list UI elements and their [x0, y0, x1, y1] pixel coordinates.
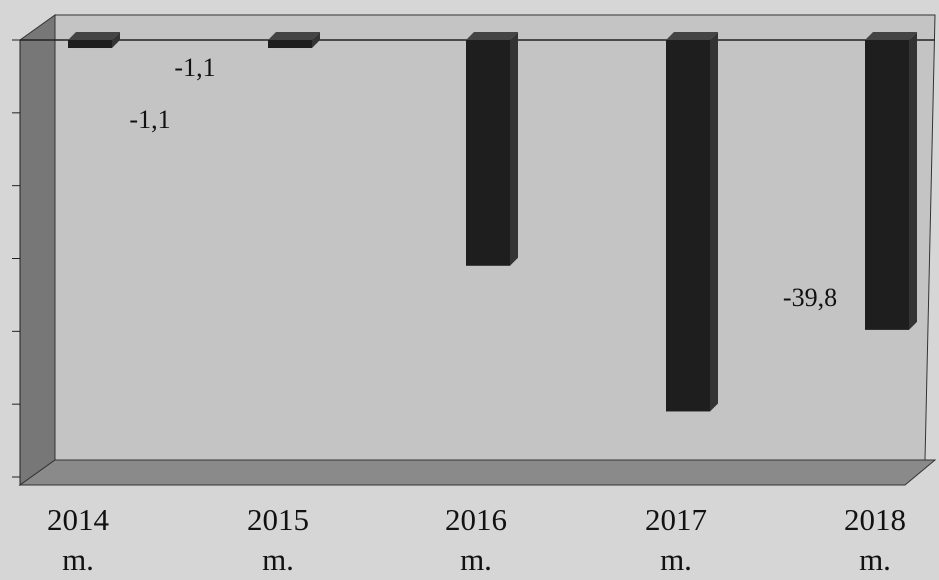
bar-top [865, 32, 917, 40]
bar-side [312, 32, 320, 49]
bar [268, 40, 312, 49]
value-label: -1,1 [174, 53, 215, 82]
bar [865, 40, 909, 330]
value-label: -39,8 [783, 283, 837, 312]
side-wall [19, 14, 56, 486]
bar [466, 40, 510, 266]
bar-top [268, 32, 320, 40]
bar-side [510, 32, 518, 266]
bar [666, 40, 710, 412]
x-tick-label: 2018 m. [844, 502, 906, 577]
bar-side [909, 32, 917, 330]
x-tick-label: 2015 m. [247, 502, 309, 577]
bar-side [112, 32, 120, 49]
bar-top [466, 32, 518, 40]
bar [68, 40, 112, 49]
x-tick-label: 2017 m. [645, 502, 707, 577]
value-label: -1,1 [129, 105, 170, 134]
bar-top [666, 32, 718, 40]
x-tick-label: 2014 m. [47, 502, 109, 577]
x-tick-label: 2016 m. [445, 502, 507, 577]
bar-top [68, 32, 120, 40]
floor [18, 459, 937, 486]
bar-side [710, 32, 718, 412]
